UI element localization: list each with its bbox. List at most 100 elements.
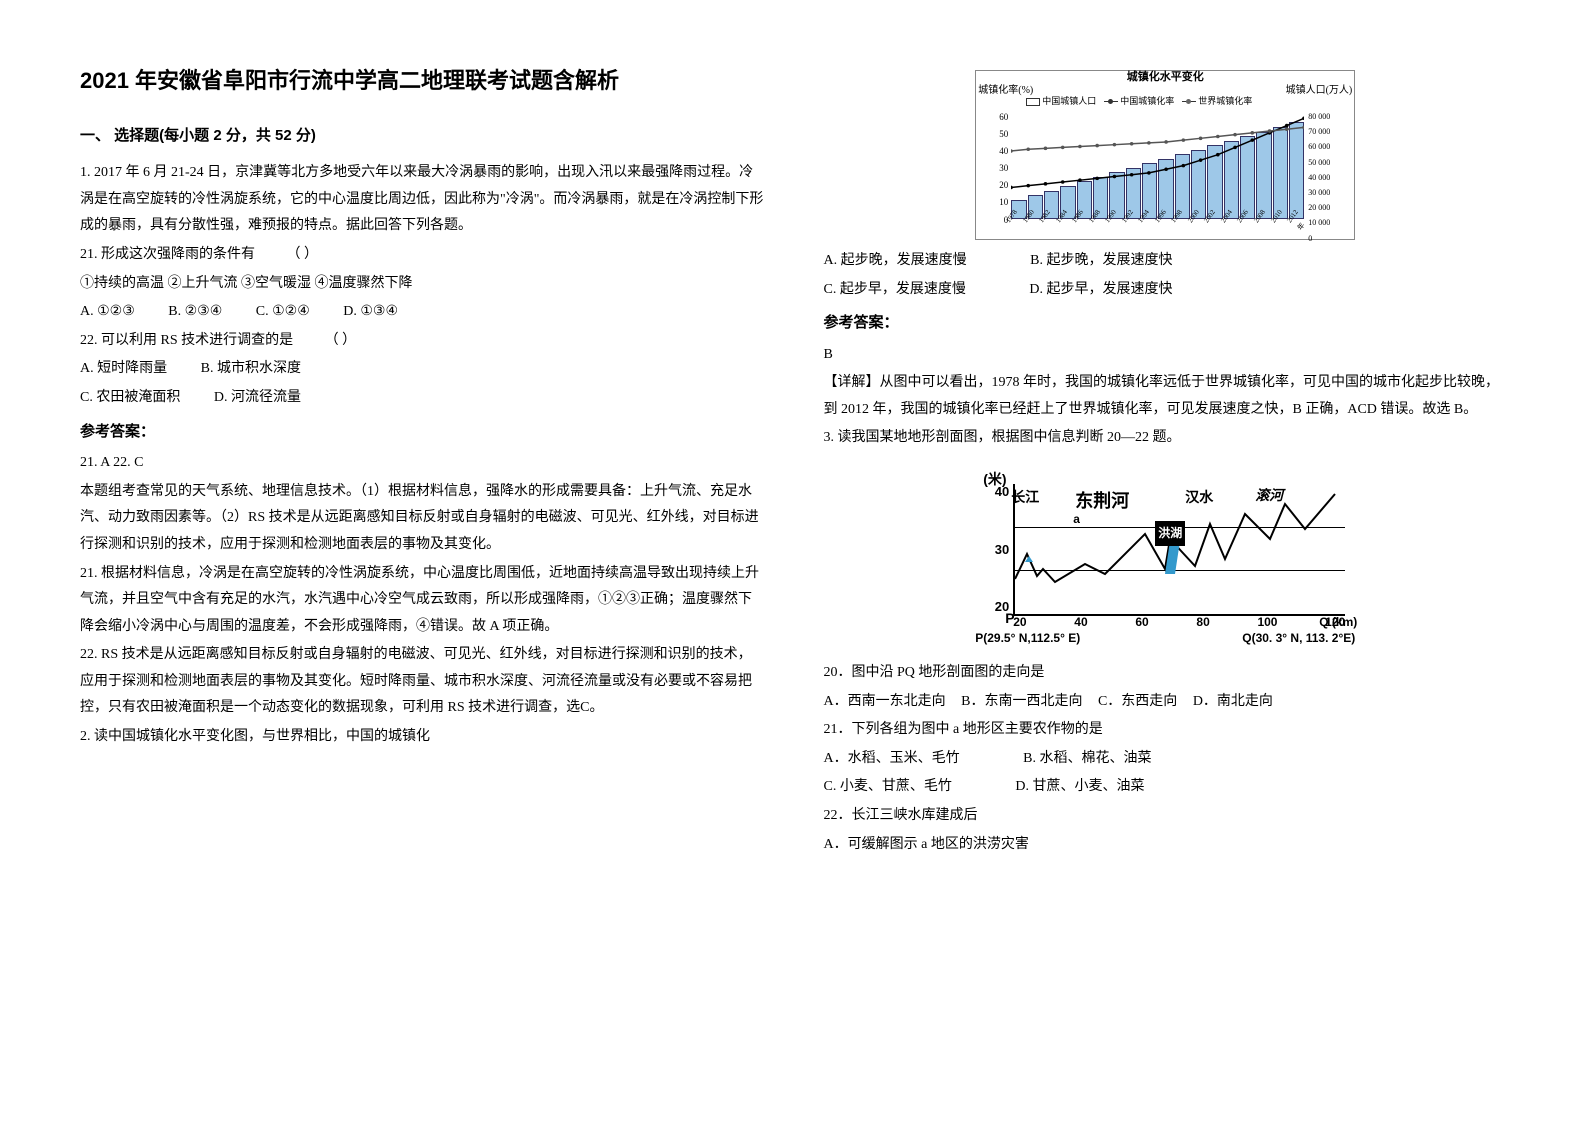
xtick: 80 [1196,611,1209,634]
label-honghu: 洪湖 [1155,521,1185,546]
data-point [1011,149,1013,153]
data-point [1251,138,1255,142]
ytick: 20 [990,177,1008,194]
terrain-chart: (米) 403020 长江 东荆河 汉水 滚河 a 洪湖 20406080100… [975,466,1355,646]
legend-label: 世界城镇化率 [1198,93,1252,110]
q3-21-options-row1: A．水稻、玉米、毛竹 B. 水稻、棉花、油菜 [824,746,1508,773]
ytick: 80 000 [1308,109,1348,124]
document-title: 2021 年安徽省阜阳市行流中学高二地理联考试题含解析 [80,60,764,102]
data-point [1044,182,1048,186]
q3-21-options-row2: C. 小麦、甘蔗、毛竹 D. 甘蔗、小麦、油菜 [824,774,1508,801]
option-c: C. ①②④ [256,299,310,326]
data-point [1165,140,1169,144]
data-point [1147,171,1151,175]
data-point [1147,141,1151,145]
option-c: C．东西走向 [1098,689,1177,716]
q3-21-stem: 21．下列各组为图中 a 地形区主要农作物的是 [824,717,1508,744]
q1-22-stem: 22. 可以利用 RS 技术进行调查的是 （ ） [80,328,764,355]
chart-plot [1011,111,1304,219]
q3-stem: 3. 读我国某地地形剖面图，根据图中信息判断 20—22 题。 [824,425,1508,452]
q1-stem: 1. 2017 年 6 月 21-24 日，京津冀等北方多地受六年以来最大冷涡暴… [80,160,764,240]
option-a: A．水稻、玉米、毛竹 [824,746,960,773]
ytick: 40 [990,143,1008,160]
data-point [1251,131,1255,135]
label-gunhe: 滚河 [1255,484,1283,511]
legend-dot-icon [1186,99,1191,104]
data-point [1061,146,1065,150]
q2-answer: B [824,342,1508,369]
p-right: Q(30. 3° N, 113. 2°E) [1242,627,1355,650]
line-cn [1011,118,1304,187]
q1-explain21: 21. 根据材料信息，冷涡是在高空旋转的冷性涡旋系统，中心温度比周围低，近地面持… [80,561,764,641]
option-c: C. 小麦、甘蔗、毛竹 [824,774,952,801]
data-point [1011,186,1013,190]
option-b: B．东南一西北走向 [961,689,1082,716]
legend-item: 中国城镇化率 [1104,93,1174,110]
legend-bar-icon [1026,98,1040,106]
label-a: a [1073,508,1080,531]
data-point [1096,177,1100,181]
data-point [1182,138,1186,142]
q1-explain1: 本题组考查常见的天气系统、地理信息技术。（1）根据材料信息，强降水的形成需要具备… [80,479,764,559]
ytick: 10 000 [1308,215,1348,230]
left-column: 2021 年安徽省阜阳市行流中学高二地理联考试题含解析 一、 选择题(每小题 2… [80,60,764,1062]
yticks-left: 6050403020100 [990,109,1008,221]
xtick: 60 [1135,611,1148,634]
option-a: A. 短时降雨量 [80,356,167,383]
q1-explain22: 22. RS 技术是从远距离感知目标反射或自身辐射的电磁波、可见光、红外线，对目… [80,642,764,722]
data-point [1302,126,1304,130]
data-point [1096,144,1100,148]
option-d: D. ①③④ [343,299,398,326]
ytick: 70 000 [1308,124,1348,139]
data-point [1113,175,1117,179]
data-point [1285,127,1289,131]
ytick: 60 [990,109,1008,126]
ytick: 20 000 [1308,200,1348,215]
legend-dot-icon [1108,99,1113,104]
data-point [1216,153,1220,157]
legend-label: 中国城镇化率 [1120,93,1174,110]
section-title: 一、 选择题(每小题 2 分，共 52 分) [80,122,764,151]
data-point [1165,167,1169,171]
q3-22-stem: 22．长江三峡水库建成后 [824,803,1508,830]
q1-21-items: ①持续的高温 ②上升气流 ③空气暖湿 ④温度骤然下降 [80,271,764,298]
option-b: B. ②③④ [168,299,222,326]
option-d: D. 起步早，发展速度快 [1029,277,1172,304]
ytick: 60 000 [1308,139,1348,154]
data-point [1130,173,1134,177]
option-a: A．西南一东北走向 [824,689,946,716]
yticks-right: 80 00070 00060 00050 00040 00030 00020 0… [1308,109,1348,221]
option-d: D. 甘蔗、小麦、油菜 [1015,774,1144,801]
q1-21-stem: 21. 形成这次强降雨的条件有 （ ） [80,242,764,269]
urbanization-chart: 城镇化水平变化 城镇化率(%) 城镇人口(万人) 中国城镇人口 中国城镇化率 世… [975,70,1355,240]
right-column: 城镇化水平变化 城镇化率(%) 城镇人口(万人) 中国城镇人口 中国城镇化率 世… [824,60,1508,1062]
data-point [1199,158,1203,162]
data-point [1199,137,1203,141]
q3-20-stem: 20．图中沿 PQ 地形剖面图的走向是 [824,660,1508,687]
legend-item: 中国城镇人口 [1026,93,1096,110]
legend-label: 中国城镇人口 [1042,93,1096,110]
xticks: 1978198019821984198619881990199219941996… [1011,208,1304,235]
data-point [1268,129,1272,133]
q1-21-options: A. ①②③ B. ②③④ C. ①②④ D. ①③④ [80,299,764,326]
answer-label: 参考答案： [824,309,1508,338]
data-point [1234,146,1238,150]
data-point [1216,135,1220,139]
legend-line-icon [1104,101,1118,102]
option-a: A. ①②③ [80,299,135,326]
option-c: C. 农田被淹面积 [80,385,180,412]
ytick: 50 [990,126,1008,143]
label-changjiang: 长江 [1011,484,1039,511]
data-point [1234,133,1238,137]
q2-explain: 【详解】从图中可以看出，1978 年时，我国的城镇化率远低于世界城镇化率，可见中… [824,370,1508,423]
q1-answer: 21. A 22. C [80,450,764,477]
legend-item: 世界城镇化率 [1182,93,1252,110]
ylabel-right: 城镇人口(万人) [1286,81,1353,100]
option-b: B. 城市积水深度 [201,356,301,383]
line-world [1011,127,1304,151]
option-b: B. 水稻、棉花、油菜 [1023,746,1151,773]
chart-title: 城镇化水平变化 [1127,67,1204,88]
option-c: C. 起步早，发展速度慢 [824,277,966,304]
answer-label: 参考答案： [80,418,764,447]
data-point [1285,124,1289,128]
